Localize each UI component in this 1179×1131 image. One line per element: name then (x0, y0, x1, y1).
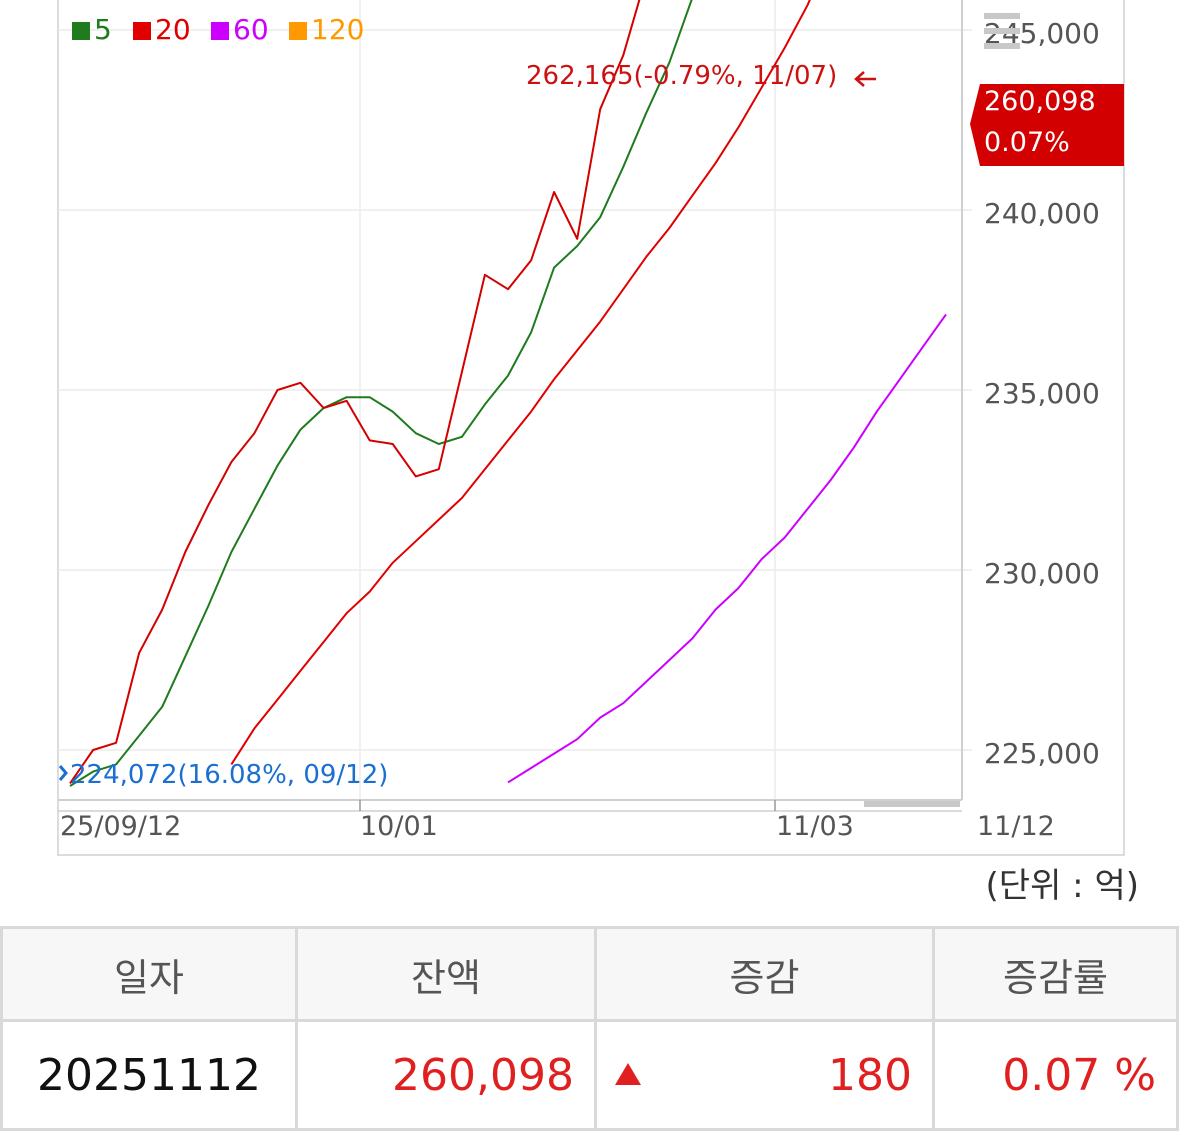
y-tick-label: 235,000 (984, 377, 1100, 410)
y-tick-label: 225,000 (984, 737, 1100, 770)
cell-change: 180 (594, 1019, 935, 1131)
left-arrow-icon (854, 71, 876, 87)
series-line-20 (230, 0, 811, 765)
legend-swatch (211, 22, 229, 40)
current-value-label: 260,098 (984, 86, 1096, 117)
cell-change-value: 180 (828, 1049, 912, 1101)
high-annotation: 262,165(-0.79%, 11/07) (526, 61, 837, 91)
cell-date: 20251112 (0, 1019, 298, 1131)
x-tick-label: 11/03 (776, 811, 854, 842)
legend-label: 20 (155, 13, 191, 46)
series-line-5 (69, 0, 693, 787)
legend-label: 120 (311, 13, 364, 46)
y-tick-label: 230,000 (984, 557, 1100, 590)
low-annotation: 224,072(16.08%, 09/12) (70, 760, 388, 790)
table-header-row: 일자 잔액 증감 증감률 (0, 926, 1179, 1022)
navigator-handle (864, 801, 960, 807)
cell-amount: 260,098 (295, 1019, 597, 1131)
y-tick-label: 240,000 (984, 197, 1100, 230)
current-value-flag (970, 84, 1124, 166)
balance-chart: 225,000230,000235,000240,000245,000250,0… (57, 0, 1125, 856)
x-tick-label: 11/12 (977, 811, 1055, 842)
cell-rate: 0.07 % (932, 1019, 1179, 1131)
legend-label: 60 (233, 13, 269, 46)
legend-swatch (289, 22, 307, 40)
legend-swatch (133, 22, 151, 40)
series-line-60 (507, 313, 947, 784)
x-tick-label: 10/01 (360, 811, 438, 842)
legend-swatch (72, 22, 90, 40)
x-tick-label: 25/09/12 (60, 811, 181, 842)
header-change: 증감 (594, 926, 935, 1022)
right-arrow-icon (58, 765, 68, 781)
header-rate: 증감률 (932, 926, 1179, 1022)
series-line-balance (69, 0, 641, 784)
current-rate-label: 0.07% (984, 127, 1070, 158)
balance-table: 일자 잔액 증감 증감률 20251112 260,098 180 0.07 % (0, 926, 1179, 1131)
legend-label: 5 (94, 13, 112, 46)
header-date: 일자 (0, 926, 298, 1022)
chart-frame (57, 0, 1125, 856)
menu-icon[interactable] (984, 13, 1020, 49)
unit-label: (단위 : 억) (985, 866, 1139, 906)
up-triangle-icon (615, 1063, 641, 1085)
table-row: 20251112 260,098 180 0.07 % (0, 1019, 1179, 1131)
header-amount: 잔액 (295, 926, 597, 1022)
